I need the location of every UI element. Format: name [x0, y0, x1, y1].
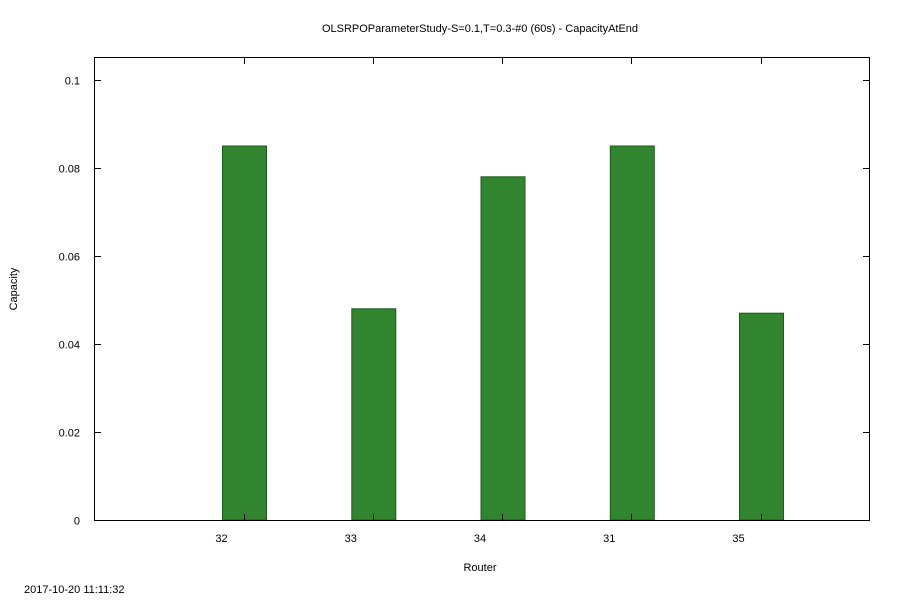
- y-tick-label: 0: [74, 516, 80, 528]
- x-tick-label: 34: [474, 533, 486, 545]
- y-axis-ticks: 0 0.02 0.04 0.06 0.08 0.1: [59, 76, 869, 528]
- y-tick-label: 0.04: [59, 340, 80, 352]
- y-tick-label: 0.02: [59, 428, 80, 440]
- x-tick-label: 35: [732, 533, 744, 545]
- chart-title: OLSRPOParameterStudy-S=0.1,T=0.3-#0 (60s…: [322, 23, 638, 35]
- bar-34: [480, 176, 526, 521]
- x-axis-ticks: 32 33 34 31 35: [215, 58, 762, 545]
- x-tick-label: 31: [603, 533, 615, 545]
- y-tick-label: 0.06: [59, 252, 80, 264]
- bar-32: [222, 145, 267, 521]
- bar-31: [609, 145, 655, 521]
- y-axis-label: Capacity: [8, 267, 20, 310]
- bar-35: [739, 312, 784, 521]
- y-tick-label: 0.1: [65, 76, 80, 88]
- x-tick-label: 33: [345, 533, 357, 545]
- footer-timestamp: 2017-10-20 11:11:32: [24, 584, 125, 596]
- bar-series: [222, 145, 784, 521]
- x-tick-label: 32: [215, 533, 227, 545]
- plot-frame: [94, 57, 870, 521]
- y-tick-label: 0.08: [59, 164, 80, 176]
- bar-33: [351, 308, 397, 521]
- x-axis-label: Router: [463, 562, 496, 574]
